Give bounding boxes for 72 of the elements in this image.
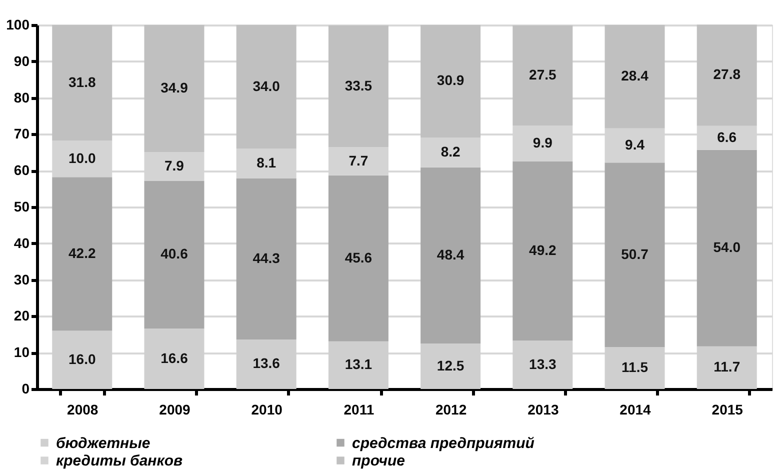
y-tick-label: 20 xyxy=(14,308,30,324)
data-label: 40.6 xyxy=(160,246,188,262)
data-label: 54.0 xyxy=(713,239,741,256)
data-label: 13.3 xyxy=(529,356,556,372)
data-label: 8.1 xyxy=(256,154,276,170)
bar xyxy=(696,24,757,126)
data-label: 7.9 xyxy=(164,157,184,174)
data-label: 7.7 xyxy=(348,152,368,168)
y-tick-label: 40 xyxy=(14,234,30,251)
data-label: 27.5 xyxy=(529,66,556,82)
legend-label: средства предприятий xyxy=(352,434,534,452)
data-label: 11.7 xyxy=(714,358,740,375)
bar xyxy=(52,25,112,141)
x-tick-label: 2012 xyxy=(435,402,467,418)
x-tick-label: 2008 xyxy=(67,402,98,418)
data-label: 48.4 xyxy=(436,246,464,262)
data-label: 34.0 xyxy=(252,78,280,94)
data-label: 27.8 xyxy=(713,66,741,82)
y-tick-label: 10 xyxy=(14,344,30,360)
bar xyxy=(420,167,481,344)
data-label: 8.2 xyxy=(440,143,460,160)
y-tick-label: 0 xyxy=(22,380,30,396)
legend-label: бюджетные xyxy=(56,434,150,452)
x-tick-label: 2015 xyxy=(712,402,744,418)
bar xyxy=(604,25,665,128)
legend-label: прочие xyxy=(352,452,405,470)
data-label: 16.6 xyxy=(160,350,188,366)
data-label: 13.1 xyxy=(344,356,372,372)
data-label: 31.8 xyxy=(68,74,96,90)
bar xyxy=(420,137,481,168)
y-tick-label: 70 xyxy=(14,126,30,142)
bar xyxy=(328,175,388,342)
bar xyxy=(420,25,481,138)
bar xyxy=(144,25,204,152)
x-tick-label: 2009 xyxy=(159,402,191,418)
bar xyxy=(604,162,665,348)
x-tick-label: 2013 xyxy=(528,402,559,418)
data-label: 11.5 xyxy=(622,359,648,376)
data-label: 28.4 xyxy=(621,68,649,84)
y-tick-label: 90 xyxy=(14,52,30,69)
y-tick-label: 100 xyxy=(6,16,30,32)
data-label: 12.5 xyxy=(436,357,464,374)
bar xyxy=(52,177,112,331)
legend-label: кредиты банков xyxy=(56,452,183,470)
data-label: 33.5 xyxy=(344,77,372,94)
data-label: 13.6 xyxy=(252,355,280,372)
data-label: 34.9 xyxy=(160,80,188,96)
data-label: 49.2 xyxy=(529,242,556,258)
x-tick-label: 2011 xyxy=(344,402,374,418)
data-label: 50.7 xyxy=(621,246,649,262)
data-label: 10.0 xyxy=(68,150,96,166)
data-label: 6.6 xyxy=(717,128,737,145)
data-label: 16.0 xyxy=(68,350,96,367)
y-tick-label: 80 xyxy=(14,89,30,106)
x-tick-label: 2014 xyxy=(620,402,652,418)
y-tick-label: 60 xyxy=(14,162,30,178)
bar xyxy=(696,150,757,346)
data-label: 9.4 xyxy=(625,136,645,152)
y-tick-label: 50 xyxy=(14,198,30,214)
data-label: 45.6 xyxy=(344,249,372,266)
bar xyxy=(144,180,204,329)
data-label: 42.2 xyxy=(68,244,96,261)
x-tick-label: 2010 xyxy=(251,402,283,418)
bar xyxy=(236,178,296,340)
y-tick-label: 30 xyxy=(14,271,30,288)
bar xyxy=(512,162,573,341)
bar xyxy=(512,25,573,126)
bar xyxy=(236,25,296,149)
data-label: 9.9 xyxy=(532,134,553,150)
data-label: 44.3 xyxy=(252,250,280,266)
bar xyxy=(328,25,388,148)
data-label: 30.9 xyxy=(436,72,464,88)
